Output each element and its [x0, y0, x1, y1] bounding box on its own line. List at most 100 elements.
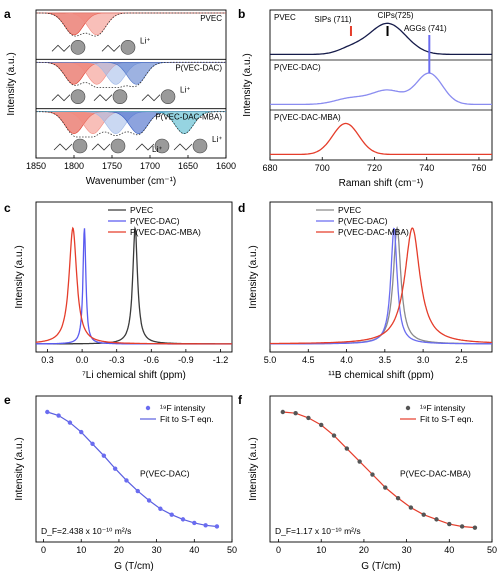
panel-b-xtick-label: 760 — [471, 163, 486, 173]
panel-a-molecule-icon — [51, 94, 71, 102]
panel-e-ylabel: Intensity (a.u.) — [14, 437, 25, 500]
panel-d-series-0 — [270, 226, 492, 345]
panel-e-sample-label: P(VEC-DAC) — [140, 468, 190, 478]
panel-f-legend-label: ¹⁹F intensity — [420, 403, 466, 413]
panel-f-xtick-label: 0 — [276, 545, 281, 555]
panel-b-peak-label: SIPs (711) — [314, 15, 352, 24]
panel-e-xtick-label: 40 — [189, 545, 199, 555]
panel-a-xtick-label: 1850 — [26, 161, 46, 171]
panel-e-xtick-label: 10 — [76, 545, 86, 555]
panel-a-xtick-label: 1700 — [140, 161, 160, 171]
panel-c-xtick-label: -1.2 — [213, 355, 229, 365]
panel-c-xtick-label: -0.3 — [109, 355, 125, 365]
panel-e-legend-label: ¹⁹F intensity — [160, 403, 206, 413]
panel-b-series-1 — [270, 72, 492, 106]
panel-a-xlabel: Wavenumber (cm⁻¹) — [86, 176, 176, 187]
panel-b-series-2 — [270, 122, 492, 156]
panel-a-li-ion-icon — [70, 40, 86, 55]
panel-b-series-label: P(VEC-DAC) — [274, 63, 321, 72]
panel-f-data-point — [293, 410, 298, 416]
panel-e-data-point — [169, 512, 174, 517]
panel-e-data-point — [135, 488, 140, 494]
panel-e-data-point — [158, 506, 163, 511]
panel-label-f: f — [238, 393, 243, 407]
panel-f-data-point — [421, 512, 426, 517]
panel-a-band-2-4 — [36, 111, 226, 134]
panel-f-data-point — [370, 472, 375, 477]
panel-f-data-point — [344, 446, 350, 451]
panel-f-data-point — [331, 433, 337, 438]
panel-f-data-point — [408, 505, 414, 510]
panel-b-ylabel: Intensity (a.u.) — [242, 53, 253, 116]
panel-c-xtick-label: 0.0 — [76, 355, 89, 365]
panel-d-legend-label: PVEC — [338, 205, 361, 215]
panel-f-data-point — [319, 422, 324, 428]
panel-a-band-0-0 — [36, 12, 226, 36]
panel-a-envelope — [36, 12, 226, 37]
panel-e-fit-line — [47, 411, 217, 528]
panel-d-xtick-label: 2.5 — [455, 355, 468, 365]
panel-b-xlabel: Raman shift (cm⁻¹) — [339, 178, 424, 189]
panel-d-xtick-label: 4.5 — [302, 355, 315, 365]
panel-label-c: c — [4, 201, 11, 215]
panel-e-legend-marker — [145, 405, 151, 411]
panel-a-molecule-icon — [101, 44, 121, 52]
panel-d-b-nmr: 5.0 4.5 4.0 3.5 3.0 2.5 ¹¹B chemical shift (pp… — [248, 201, 493, 381]
panel-a-li-label: Li⁺ — [140, 36, 150, 45]
panel-b-series-label: PVEC — [274, 13, 296, 22]
panel-e-frame — [35, 395, 233, 543]
panel-f-data-point — [447, 521, 452, 527]
panel-f-data-point — [280, 409, 286, 415]
panel-c-xtick-label: -0.6 — [144, 355, 160, 365]
panel-a-li-label: Li⁺ — [152, 145, 162, 154]
panel-f-xtick-label: 10 — [316, 545, 326, 555]
panel-label-b: b — [238, 7, 245, 21]
panel-f-data-point — [357, 459, 362, 464]
panel-b-series-label: P(VEC-DAC-MBA) — [274, 113, 341, 122]
panel-a-li-ion-icon — [120, 40, 136, 55]
panel-e-data-point — [214, 524, 220, 529]
panel-e-xtick-label: 30 — [152, 545, 162, 555]
panel-b-raman: 680 700 720 740 760 Raman shift (cm⁻¹) Intensi… — [242, 9, 493, 189]
panel-d-series-2 — [270, 227, 492, 345]
panel-e-xtick-label: 0 — [41, 545, 46, 555]
panel-f-xtick-label: 50 — [487, 545, 497, 555]
panel-a-ftir: 1850 1800 1750 1700 1650 1600 Wavenumber (cm⁻¹… — [6, 9, 236, 187]
panel-f-xtick-label: 40 — [444, 545, 454, 555]
panel-a-envelope — [36, 61, 226, 88]
panel-a-li-ion-icon — [110, 138, 126, 154]
panel-c-legend-label: P(VEC-DAC-MBA) — [130, 227, 201, 237]
panel-a-molecule-icon — [51, 44, 71, 52]
panel-a-li-ion-icon — [72, 138, 88, 154]
panel-e-data-point — [101, 453, 107, 458]
panel-e-data-point — [112, 466, 118, 471]
panel-d-ylabel: Intensity (a.u.) — [248, 245, 259, 308]
panel-f-data-point — [383, 485, 388, 490]
panel-d-xtick-label: 3.0 — [417, 355, 430, 365]
panel-e-data-point — [90, 441, 95, 447]
panel-a-molecule-icon — [53, 143, 73, 151]
panel-b-xtick-label: 740 — [419, 163, 434, 173]
panel-a-envelope — [36, 111, 226, 138]
panel-c-series-2 — [36, 226, 232, 345]
panel-b-xtick-label: 680 — [262, 163, 277, 173]
panel-e-diffusion-label: D_F=2.438 x 10⁻¹⁰ m²/s — [41, 526, 131, 536]
panel-e-data-point — [124, 478, 129, 483]
panel-a-li-ion-icon — [192, 138, 208, 154]
panel-f-data-point — [459, 524, 465, 529]
panel-f-ylabel: Intensity (a.u.) — [248, 437, 259, 500]
panel-f-xtick-label: 20 — [359, 545, 369, 555]
panel-a-band-1-3 — [36, 62, 226, 85]
panel-a-molecule-icon — [141, 94, 161, 102]
panel-f-xlabel: G (T/cm) — [361, 561, 400, 572]
panel-c-legend-label: PVEC — [130, 205, 153, 215]
panel-e-data-point — [146, 498, 152, 503]
panel-b-xtick-label: 700 — [315, 163, 330, 173]
panel-b-series-0 — [270, 22, 492, 56]
panel-d-xtick-label: 5.0 — [264, 355, 277, 365]
panel-c-li-nmr: 0.3 0.0 -0.3 -0.6 -0.9 -1.2 ⁷Li chemical shift… — [14, 201, 233, 381]
panel-a-li-ion-icon — [160, 89, 176, 104]
panel-d-xtick-label: 4.0 — [340, 355, 353, 365]
panel-a-li-ion-icon — [154, 138, 170, 154]
